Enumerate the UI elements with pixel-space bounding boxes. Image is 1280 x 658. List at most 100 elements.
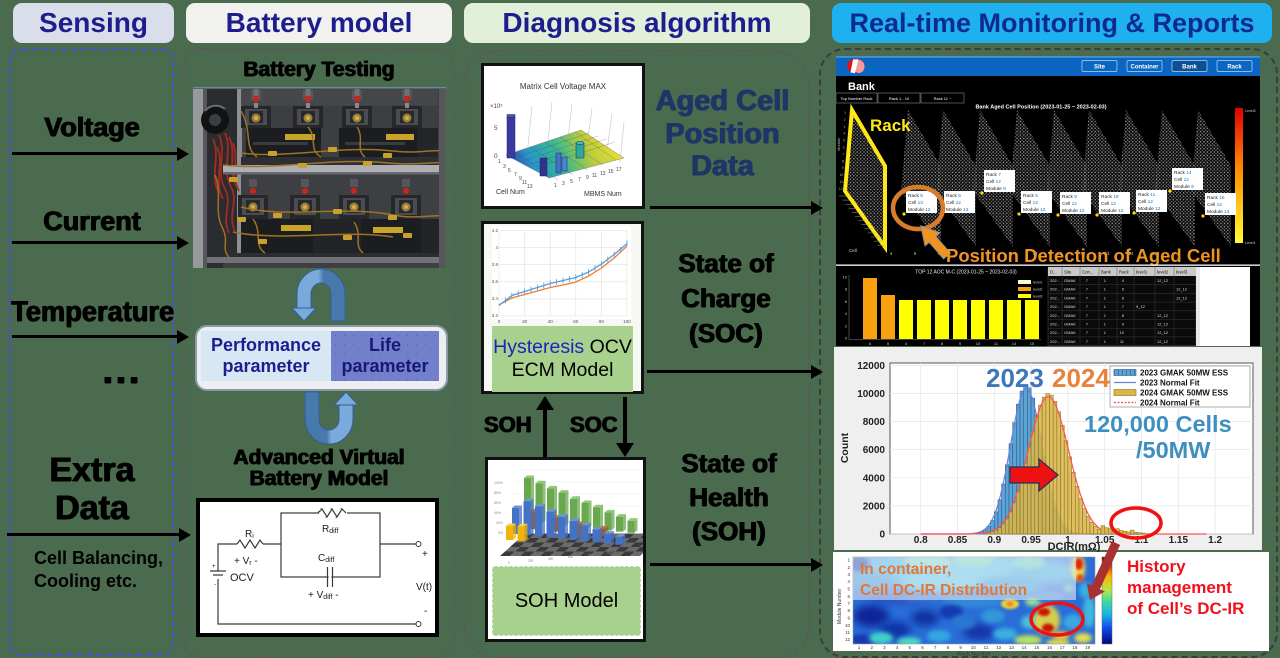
svg-text:+ Vr -: + Vr - — [234, 556, 258, 567]
svg-text:8: 8 — [1122, 313, 1125, 318]
svg-text:Module 13: Module 13 — [1207, 209, 1230, 215]
svg-text:GMAK: GMAK — [1064, 339, 1076, 344]
svg-text:1: 1 — [498, 159, 501, 165]
svg-text:9: 9 — [519, 176, 522, 182]
svg-text:4: 4 — [847, 579, 850, 584]
svg-text:5: 5 — [914, 251, 917, 256]
svg-text:1: 1 — [1104, 295, 1107, 300]
svg-text:12_12: 12_12 — [1157, 322, 1169, 327]
svg-text:14: 14 — [1022, 645, 1028, 650]
svg-text:9: 9 — [1122, 322, 1125, 327]
svg-text:1: 1 — [1065, 535, 1071, 546]
svg-text:3: 3 — [503, 164, 506, 170]
svg-text:1.05: 1.05 — [1095, 535, 1115, 546]
svg-text:+: + — [422, 549, 428, 560]
svg-text:Rack 19: Rack 19 — [1101, 194, 1119, 200]
svg-text:15: 15 — [1034, 645, 1040, 650]
svg-text:GMAK: GMAK — [1064, 304, 1076, 309]
svg-text:level1: level1 — [1033, 281, 1042, 285]
svg-text:Rack 5: Rack 5 — [1023, 193, 1038, 199]
svg-text:20: 20 — [522, 319, 528, 324]
svg-text:202...: 202... — [1050, 313, 1060, 318]
svg-text:Rack 1 - 10: Rack 1 - 10 — [889, 96, 910, 101]
svg-text:+ Vdiff -: + Vdiff - — [308, 590, 339, 601]
svg-text:2023 GMAK 50MW ESS: 2023 GMAK 50MW ESS — [1140, 369, 1229, 378]
svg-text:Rdiff: Rdiff — [322, 524, 339, 535]
svg-text:6: 6 — [847, 594, 850, 599]
svg-text:1: 1 — [1104, 304, 1107, 309]
svg-text:Bank Aged Cell Position (2: Bank Aged Cell Position (2023-01-25 ~ 20… — [975, 105, 1106, 111]
svg-text:3.2: 3.2 — [492, 313, 499, 318]
svg-text:4000: 4000 — [863, 473, 886, 484]
svg-text:2: 2 — [844, 118, 846, 122]
svg-text:Module 9: Module 9 — [1174, 184, 1194, 190]
svg-text:12_12: 12_12 — [1157, 278, 1169, 283]
svg-text:TOP 12 AOC M-C (2023-01-25 ~: TOP 12 AOC M-C (2023-01-25 ~ 2023-02-03) — [915, 270, 1017, 276]
svg-text:120,000 Cells: 120,000 Cells — [1084, 411, 1232, 437]
svg-text:Module: Module — [836, 137, 841, 151]
svg-text:level2: level2 — [1157, 270, 1169, 275]
svg-text:1: 1 — [1104, 313, 1107, 318]
svg-text:2: 2 — [870, 645, 873, 650]
svg-text:14: 14 — [1012, 341, 1017, 346]
svg-text:GMAK: GMAK — [1064, 278, 1076, 283]
svg-text:20%: 20% — [496, 521, 503, 525]
svg-text:D...: D... — [1050, 270, 1057, 275]
svg-text:History: History — [1127, 557, 1186, 576]
svg-text:Rack 7: Rack 7 — [986, 172, 1001, 178]
svg-text:Rack 14: Rack 14 — [1174, 170, 1192, 176]
svg-text:40%: 40% — [494, 511, 501, 515]
svg-text:60%: 60% — [494, 501, 501, 505]
svg-text:Cell 12: Cell 12 — [1138, 199, 1153, 205]
svg-text:12000: 12000 — [857, 361, 885, 372]
svg-text:7: 7 — [934, 645, 937, 650]
svg-text:10: 10 — [971, 645, 977, 650]
svg-text:×10⁵: ×10⁵ — [490, 103, 503, 110]
svg-text:GMAK: GMAK — [1064, 313, 1076, 318]
svg-text:2023 Normal Fit: 2023 Normal Fit — [1140, 379, 1200, 388]
svg-text:Module 12: Module 12 — [1062, 208, 1085, 214]
svg-text:0: 0 — [498, 319, 501, 324]
svg-text:7: 7 — [1086, 295, 1089, 300]
svg-text:10: 10 — [845, 623, 851, 628]
svg-text:7: 7 — [1086, 304, 1089, 309]
svg-text:2024 Normal Fit: 2024 Normal Fit — [1140, 399, 1200, 408]
svg-text:4: 4 — [845, 311, 848, 316]
svg-text:9_12: 9_12 — [1136, 304, 1146, 309]
svg-text:7: 7 — [578, 177, 581, 183]
svg-text:202...: 202... — [1050, 304, 1060, 309]
svg-text:11: 11 — [984, 645, 989, 650]
svg-text:4: 4 — [843, 132, 845, 136]
svg-text:Cell DC-IR Distribution: Cell DC-IR Distribution — [860, 582, 1027, 599]
svg-text:12_12: 12_12 — [1157, 313, 1169, 318]
svg-text:5: 5 — [887, 341, 890, 346]
svg-text:7: 7 — [923, 341, 926, 346]
svg-text:14: 14 — [1129, 251, 1134, 256]
svg-text:6: 6 — [869, 341, 872, 346]
svg-text:0.95: 0.95 — [1021, 535, 1041, 546]
svg-text:2024: 2024 — [1052, 363, 1110, 393]
svg-text:8: 8 — [947, 645, 950, 650]
svg-text:1: 1 — [1104, 322, 1107, 327]
svg-text:4: 4 — [905, 341, 908, 346]
svg-text:3.6: 3.6 — [492, 279, 499, 284]
svg-text:7: 7 — [514, 172, 517, 178]
svg-text:8: 8 — [847, 608, 850, 613]
svg-text:6: 6 — [1122, 295, 1125, 300]
svg-text:Rack 11: Rack 11 — [1138, 192, 1156, 198]
svg-text:Rack 8: Rack 8 — [908, 193, 923, 199]
svg-text:Module 12: Module 12 — [908, 207, 931, 213]
svg-text:80%: 80% — [494, 491, 501, 495]
svg-text:1000: 1000 — [606, 551, 613, 555]
svg-text:3: 3 — [562, 181, 565, 187]
svg-text:Module 12: Module 12 — [1101, 208, 1124, 214]
svg-text:12: 12 — [996, 645, 1002, 650]
svg-text:9: 9 — [1010, 251, 1013, 256]
svg-text:of Cell’s DC-IR: of Cell’s DC-IR — [1127, 599, 1244, 618]
svg-text:17: 17 — [616, 167, 622, 173]
svg-text:202...: 202... — [1050, 287, 1060, 292]
svg-text:7: 7 — [842, 152, 844, 156]
svg-text:/50MW: /50MW — [1136, 437, 1211, 463]
svg-text:Module 9: Module 9 — [986, 186, 1006, 192]
svg-text:200: 200 — [528, 559, 534, 563]
